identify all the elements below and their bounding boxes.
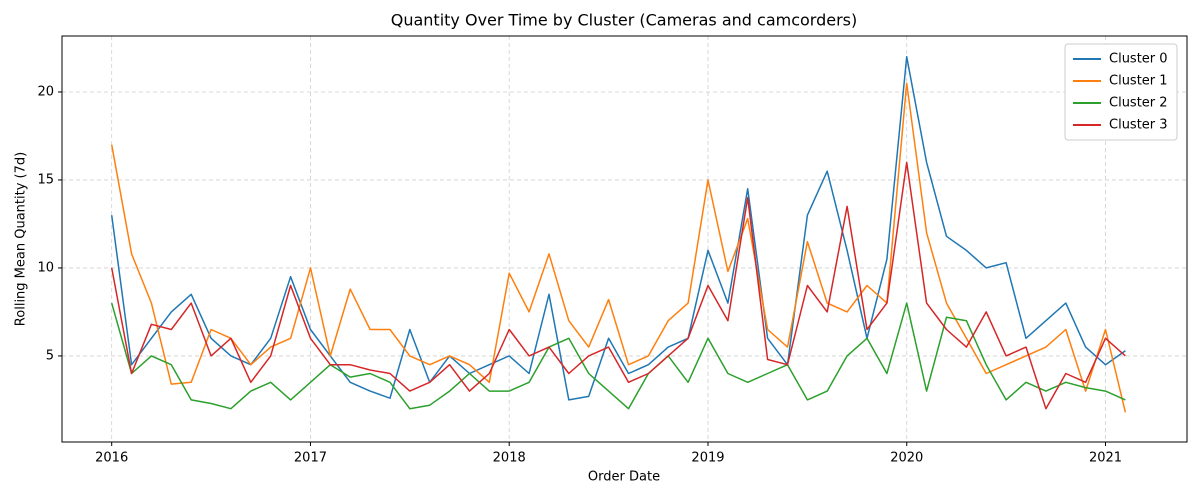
y-tick-label: 15 [37, 172, 54, 187]
series-line [110, 302, 1126, 410]
x-tick-label: 2021 [1089, 451, 1122, 466]
series-line [110, 161, 1126, 410]
legend-box [1064, 43, 1178, 141]
x-tick-label: 2019 [691, 451, 724, 466]
legend-label: Cluster 0 [1109, 52, 1168, 67]
y-tick-label: 20 [37, 84, 54, 99]
y-tick-label: 5 [46, 348, 54, 363]
x-axis-label: Order Date [588, 470, 660, 485]
x-tick-label: 2018 [493, 451, 526, 466]
legend: Cluster 0 Cluster 1 Cluster 2 Cluster 3 [1064, 43, 1178, 141]
y-axis-label: Rolling Mean Quantity (7d) [14, 152, 29, 326]
chart-title: Quantity Over Time by Cluster (Cameras a… [391, 11, 858, 30]
series-line [110, 56, 1126, 401]
legend-label: Cluster 1 [1109, 74, 1168, 89]
plot-frame [61, 35, 1188, 443]
x-tick-label: 2017 [294, 451, 327, 466]
x-tick-label: 2016 [95, 451, 128, 466]
legend-label: Cluster 2 [1109, 96, 1168, 111]
y-tick-label: 10 [37, 260, 54, 275]
legend-label: Cluster 3 [1109, 118, 1168, 133]
series-line [110, 82, 1127, 413]
x-tick-label: 2020 [890, 451, 923, 466]
